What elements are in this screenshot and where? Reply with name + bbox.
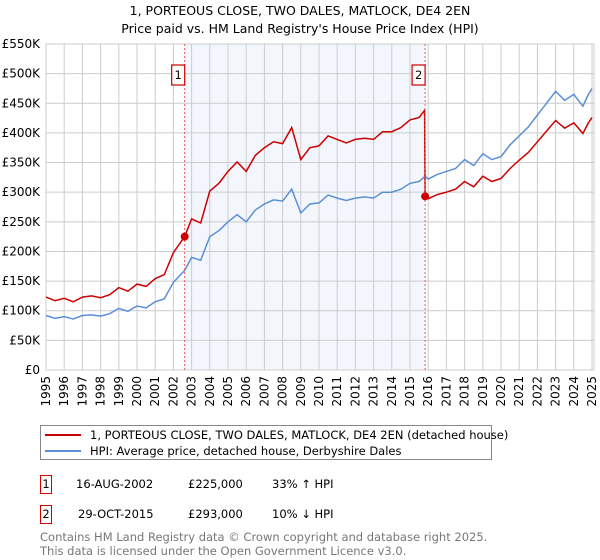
- transaction-price: £225,000: [188, 477, 243, 491]
- x-tick-label: 2016: [421, 376, 435, 407]
- sale-point: [180, 232, 189, 241]
- legend: 1, PORTEOUS CLOSE, TWO DALES, MATLOCK, D…: [40, 425, 508, 460]
- footer-copyright: Contains HM Land Registry data © Crown c…: [40, 530, 488, 544]
- legend-label: HPI: Average price, detached house, Derb…: [90, 444, 402, 458]
- y-tick-label: £350K: [2, 156, 42, 170]
- y-tick-label: £450K: [2, 96, 42, 110]
- x-tick-label: 2025: [585, 376, 599, 407]
- x-tick-label: 2023: [549, 376, 563, 407]
- x-tick-label: 2003: [185, 376, 199, 407]
- x-tick-label: 2002: [166, 376, 180, 407]
- x-tick-label: 2000: [130, 376, 144, 407]
- y-tick-label: £250K: [2, 215, 42, 229]
- plot-border: [45, 43, 595, 371]
- sale-label-box: [171, 64, 186, 86]
- sale-label-box: [411, 64, 426, 86]
- transaction-date: 16-AUG-2002: [76, 477, 154, 491]
- transaction-marker: 2: [40, 505, 52, 524]
- x-tick-label: 1997: [75, 376, 89, 407]
- legend-item-property: 1, PORTEOUS CLOSE, TWO DALES, MATLOCK, D…: [45, 427, 508, 443]
- x-tick-label: 2015: [403, 376, 417, 407]
- legend-item-hpi: HPI: Average price, detached house, Derb…: [45, 443, 402, 459]
- y-tick-label: £0: [25, 363, 40, 377]
- transaction-date: 29-OCT-2015: [78, 507, 154, 521]
- x-tick-label: 2018: [458, 376, 472, 407]
- x-tick-label: 2021: [512, 376, 526, 407]
- sale-label: 2: [415, 68, 422, 82]
- x-tick-label: 2010: [312, 376, 326, 407]
- transaction-marker: 1: [40, 475, 52, 494]
- y-tick-label: £550K: [2, 37, 42, 51]
- x-tick-label: 2022: [530, 376, 544, 407]
- x-tick-label: 2020: [494, 376, 508, 407]
- transaction-row: 1 16-AUG-2002 £225,000 33% ↑ HPI: [40, 475, 440, 495]
- x-tick-label: 2006: [239, 376, 253, 407]
- y-tick-label: £100K: [2, 304, 42, 318]
- y-tick-label: £200K: [2, 244, 42, 258]
- x-tick-label: 2004: [203, 376, 217, 407]
- x-tick-label: 2009: [294, 376, 308, 407]
- x-tick-label: 2007: [257, 376, 271, 407]
- chart-subtitle: Price paid vs. HM Land Registry's House …: [121, 21, 478, 36]
- x-tick-label: 1996: [57, 376, 71, 407]
- y-tick-label: £400K: [2, 126, 42, 140]
- legend-swatch-red: [45, 434, 81, 436]
- footer: Contains HM Land Registry data © Crown c…: [40, 530, 487, 558]
- sale-point: [421, 192, 430, 201]
- chart-title: 1, PORTEOUS CLOSE, TWO DALES, MATLOCK, D…: [130, 3, 471, 18]
- x-tick-label: 2019: [476, 376, 490, 407]
- chart: 1, PORTEOUS CLOSE, TWO DALES, MATLOCK, D…: [2, 3, 599, 407]
- transaction-hpi: 33% ↑ HPI: [272, 477, 334, 491]
- x-tick-label: 2014: [385, 376, 399, 407]
- legend-swatch-blue: [45, 450, 81, 452]
- x-tick-label: 2013: [367, 376, 381, 407]
- ownership-period-shade: [184, 44, 426, 370]
- x-tick-label: 2012: [348, 376, 362, 407]
- legend-label: 1, PORTEOUS CLOSE, TWO DALES, MATLOCK, D…: [90, 428, 509, 442]
- x-tick-label: 2024: [567, 376, 581, 407]
- x-tick-label: 1995: [39, 376, 53, 407]
- sale-label: 1: [175, 68, 182, 82]
- footer-licence: This data is licensed under the Open Gov…: [40, 544, 407, 558]
- y-tick-label: £300K: [2, 185, 42, 199]
- hpi-line: [45, 88, 593, 320]
- y-tick-label: £500K: [2, 67, 42, 81]
- transaction-price: £293,000: [188, 507, 243, 521]
- x-tick-label: 2011: [330, 376, 344, 407]
- price-paid-line: [45, 108, 593, 303]
- x-tick-label: 2005: [221, 376, 235, 407]
- x-tick-label: 2008: [276, 376, 290, 407]
- x-tick-label: 2017: [439, 376, 453, 407]
- x-tick-label: 2001: [148, 376, 162, 407]
- y-tick-label: £50K: [9, 333, 41, 347]
- transaction-hpi: 10% ↓ HPI: [272, 507, 334, 521]
- transaction-row: 2 29-OCT-2015 £293,000 10% ↓ HPI: [40, 505, 440, 525]
- x-tick-label: 1999: [112, 376, 126, 407]
- x-tick-label: 1998: [94, 376, 108, 407]
- y-tick-label: £150K: [2, 274, 42, 288]
